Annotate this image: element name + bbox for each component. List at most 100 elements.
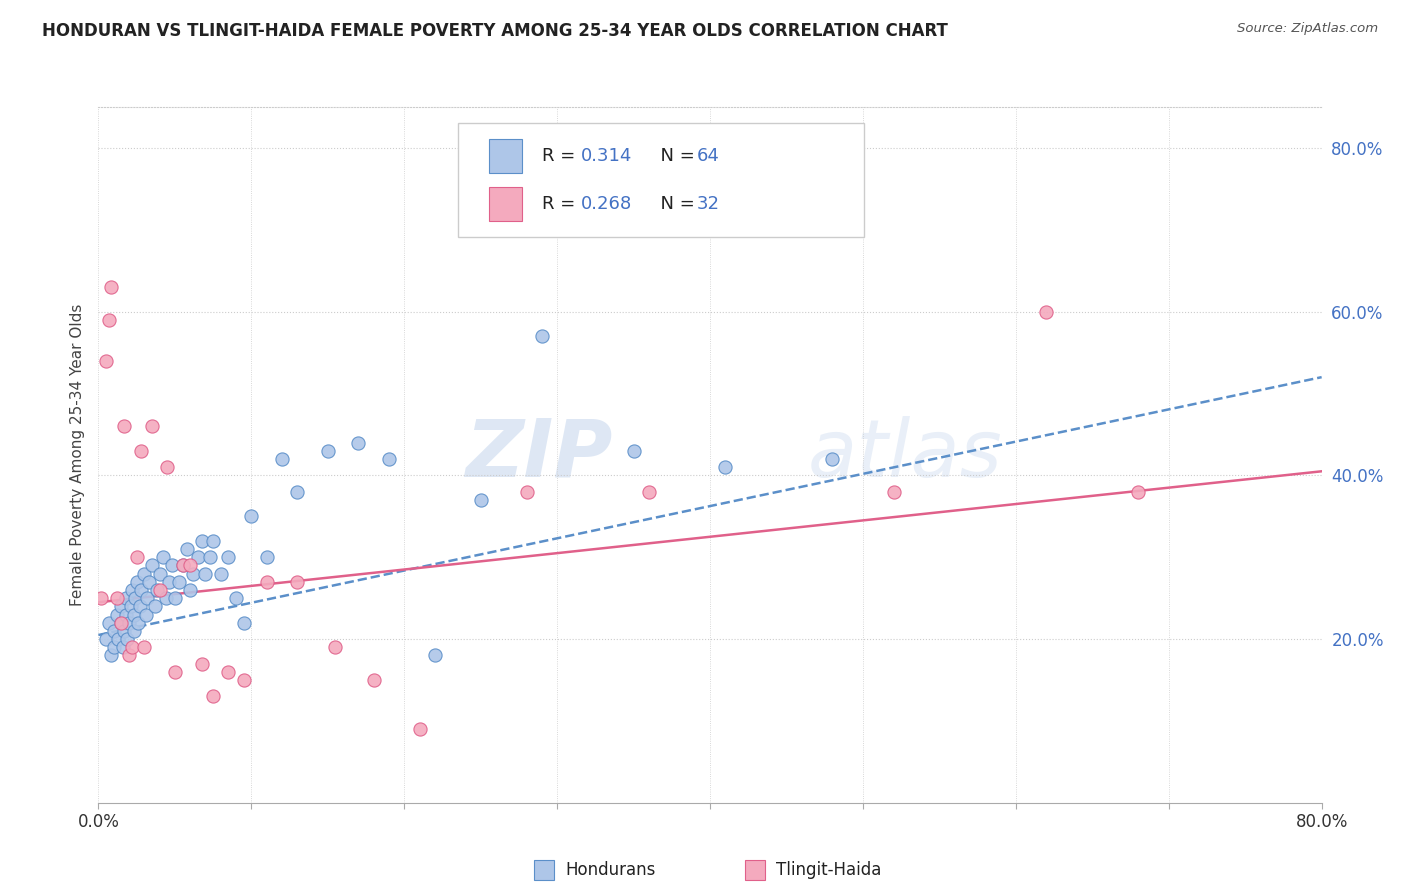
Text: Source: ZipAtlas.com: Source: ZipAtlas.com	[1237, 22, 1378, 36]
Text: 64: 64	[696, 147, 720, 165]
Point	[347, 435, 370, 450]
Point	[821, 452, 844, 467]
Text: Tlingit-Haida: Tlingit-Haida	[776, 861, 882, 879]
Point	[530, 329, 553, 343]
Point	[217, 665, 239, 679]
Point	[118, 648, 141, 663]
Point	[112, 624, 135, 638]
Point	[172, 558, 194, 573]
Point	[470, 492, 492, 507]
Point	[105, 591, 128, 606]
Point	[122, 624, 145, 638]
Point	[94, 632, 117, 646]
Point	[121, 640, 143, 655]
Point	[100, 648, 122, 663]
Text: R =: R =	[541, 147, 581, 165]
Point	[98, 615, 121, 630]
Point	[115, 607, 138, 622]
Point	[181, 566, 204, 581]
Point	[883, 484, 905, 499]
Point	[105, 607, 128, 622]
Point	[225, 591, 247, 606]
Point	[94, 353, 117, 368]
Point	[623, 443, 645, 458]
Point	[160, 558, 183, 573]
Point	[256, 574, 278, 589]
Point	[209, 566, 232, 581]
Point	[156, 460, 179, 475]
Point	[163, 591, 186, 606]
Point	[134, 566, 156, 581]
Point	[179, 558, 201, 573]
Point	[202, 690, 225, 704]
Point	[194, 566, 217, 581]
Point	[110, 615, 132, 630]
Point	[270, 452, 292, 467]
Point	[232, 615, 254, 630]
Point	[122, 607, 145, 622]
Point	[202, 533, 225, 548]
Point	[141, 558, 163, 573]
Point	[136, 591, 159, 606]
Point	[516, 484, 538, 499]
Point	[124, 591, 146, 606]
Point	[325, 640, 347, 655]
Point	[1035, 304, 1057, 318]
Point	[169, 574, 191, 589]
Point	[121, 582, 143, 597]
Point	[138, 574, 160, 589]
Point	[155, 591, 177, 606]
Point	[135, 607, 157, 622]
Point	[163, 665, 186, 679]
Point	[285, 484, 308, 499]
Point	[117, 632, 139, 646]
Point	[129, 443, 152, 458]
Point	[256, 550, 278, 565]
Point	[110, 615, 132, 630]
Point	[141, 419, 163, 434]
Y-axis label: Female Poverty Among 25-34 Year Olds: Female Poverty Among 25-34 Year Olds	[69, 304, 84, 606]
Text: 0.314: 0.314	[581, 147, 633, 165]
Text: 0.268: 0.268	[581, 195, 633, 213]
Point	[198, 550, 221, 565]
Text: HONDURAN VS TLINGIT-HAIDA FEMALE POVERTY AMONG 25-34 YEAR OLDS CORRELATION CHART: HONDURAN VS TLINGIT-HAIDA FEMALE POVERTY…	[42, 22, 948, 40]
Point	[98, 313, 121, 327]
Point	[408, 722, 430, 736]
Point	[152, 550, 174, 565]
Point	[179, 582, 201, 597]
Point	[714, 460, 737, 475]
Text: Hondurans: Hondurans	[565, 861, 655, 879]
Text: R =: R =	[541, 195, 581, 213]
Point	[129, 582, 152, 597]
Text: ZIP: ZIP	[465, 416, 612, 494]
Point	[240, 509, 263, 524]
Point	[128, 599, 150, 614]
Point	[316, 443, 339, 458]
Point	[1128, 484, 1150, 499]
Point	[111, 640, 134, 655]
Point	[125, 550, 148, 565]
Point	[176, 542, 198, 557]
Point	[112, 419, 135, 434]
Point	[103, 624, 125, 638]
Point	[187, 550, 209, 565]
Point	[110, 599, 132, 614]
Point	[118, 615, 141, 630]
Point	[127, 615, 149, 630]
Text: 32: 32	[696, 195, 720, 213]
Point	[107, 632, 129, 646]
Point	[145, 582, 167, 597]
Point	[637, 484, 661, 499]
Point	[363, 673, 385, 687]
Point	[149, 582, 172, 597]
Text: N =: N =	[648, 195, 700, 213]
Point	[232, 673, 254, 687]
Point	[157, 574, 180, 589]
Point	[125, 574, 148, 589]
Point	[423, 648, 446, 663]
Point	[378, 452, 401, 467]
Point	[149, 566, 172, 581]
Point	[285, 574, 308, 589]
Point	[90, 591, 112, 606]
Point	[120, 599, 142, 614]
